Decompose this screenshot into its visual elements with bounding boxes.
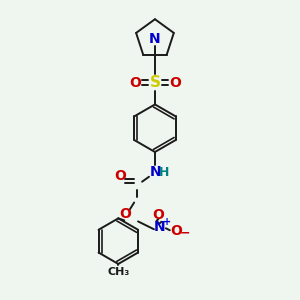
Text: H: H xyxy=(159,166,169,179)
Text: −: − xyxy=(179,227,190,240)
Text: S: S xyxy=(149,75,161,90)
Text: O: O xyxy=(169,76,181,90)
Text: N: N xyxy=(150,165,162,179)
Text: O: O xyxy=(119,207,131,221)
Text: +: + xyxy=(163,217,171,227)
Text: CH₃: CH₃ xyxy=(107,267,129,277)
Text: N: N xyxy=(154,220,166,234)
Text: O: O xyxy=(170,224,182,238)
Text: N: N xyxy=(149,32,161,46)
Text: O: O xyxy=(152,208,164,222)
Text: O: O xyxy=(129,76,141,90)
Text: O: O xyxy=(114,169,126,183)
